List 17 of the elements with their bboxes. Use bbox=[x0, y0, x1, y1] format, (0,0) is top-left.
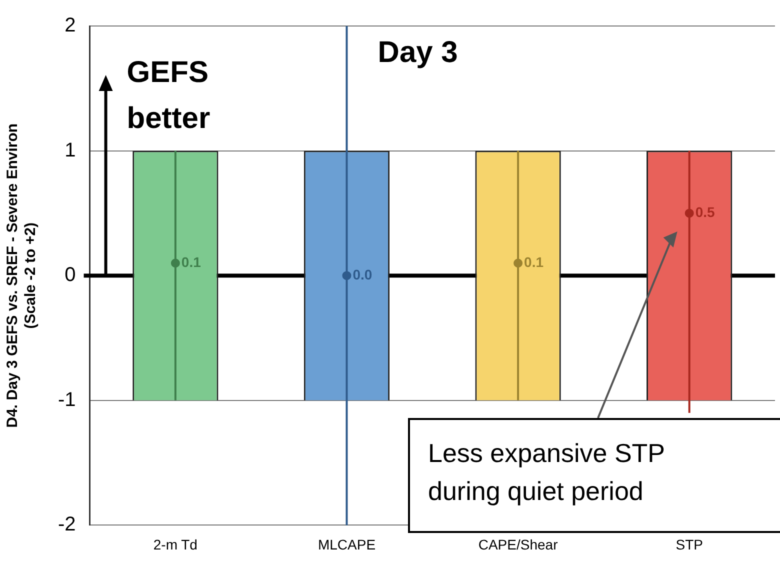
data-label: 0.1 bbox=[524, 254, 544, 270]
data-label: 0.1 bbox=[181, 254, 202, 270]
y-tick-label: -1 bbox=[58, 388, 76, 411]
callout-box: Less expansive STP during quiet period bbox=[408, 418, 780, 533]
y-tick-label: 0 bbox=[64, 264, 76, 286]
data-label: 0.0 bbox=[352, 266, 372, 282]
annotation: GEFS better bbox=[126, 56, 210, 135]
annotation: Day 3 bbox=[378, 36, 458, 69]
y-tick-label: 1 bbox=[64, 139, 76, 162]
x-tick-label: 2-m Td bbox=[153, 536, 198, 552]
y-tick-label: 2 bbox=[64, 14, 76, 37]
y-axis-title: D4. Day 3 GEFS vs. SREF - Severe Environ (Scale -2 to +2) bbox=[4, 123, 40, 428]
data-label: 0.5 bbox=[695, 204, 716, 220]
x-tick-label: STP bbox=[676, 536, 703, 552]
y-tick-label: -2 bbox=[58, 514, 76, 536]
x-tick-label: CAPE/Shear bbox=[478, 536, 558, 552]
x-tick-label: MLCAPE bbox=[318, 536, 376, 552]
